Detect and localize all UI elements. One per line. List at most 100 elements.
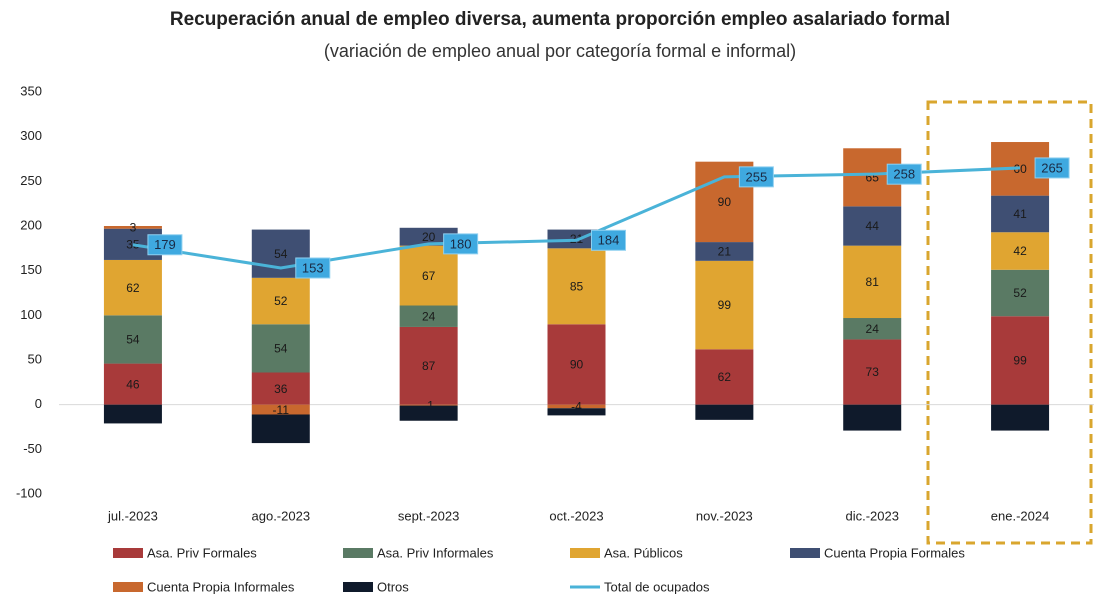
- data-label: 90: [718, 195, 732, 209]
- line-label: 258: [893, 167, 915, 182]
- legend-swatch: [343, 548, 373, 558]
- line-label: 180: [450, 236, 472, 251]
- y-tick-label: 50: [28, 351, 42, 366]
- legend-swatch: [790, 548, 820, 558]
- x-tick-label: nov.-2023: [696, 508, 753, 523]
- line-label-box: [295, 257, 331, 279]
- x-tick-label: oct.-2023: [549, 508, 603, 523]
- data-label: 62: [126, 281, 140, 295]
- bar-segment: [695, 349, 754, 405]
- line-label: 265: [1041, 160, 1063, 175]
- bar-segment: [103, 259, 162, 316]
- total-line: [132, 166, 1021, 270]
- bar-segment: [103, 363, 162, 405]
- bar-segment: [399, 404, 458, 406]
- data-label: 54: [274, 342, 288, 356]
- bar-segment: [843, 404, 902, 431]
- data-label: -4: [571, 400, 582, 414]
- data-label: 24: [422, 309, 436, 323]
- y-tick-label: 250: [20, 173, 42, 188]
- bar-segment: [399, 245, 458, 306]
- bar-segment: [251, 372, 310, 405]
- data-label: 67: [422, 269, 436, 283]
- chart-subtitle: (variación de empleo anual por categoría…: [324, 41, 796, 61]
- y-tick-label: 300: [20, 128, 42, 143]
- x-tick-label: dic.-2023: [845, 508, 898, 523]
- legend-label: Total de ocupados: [604, 579, 710, 594]
- data-label: 46: [126, 377, 140, 391]
- y-tick-label: 350: [20, 83, 42, 98]
- bar-segment: [695, 260, 754, 350]
- legend-swatch: [570, 548, 600, 558]
- line-label-box: [443, 233, 479, 255]
- legend-label: Asa. Priv Informales: [377, 545, 494, 560]
- bar-segment: [399, 326, 458, 405]
- bar-segment: [991, 404, 1050, 431]
- data-label: 36: [274, 382, 288, 396]
- legend-label: Otros: [377, 579, 409, 594]
- data-label: 44: [866, 219, 880, 233]
- legend-label: Asa. Priv Formales: [147, 545, 257, 560]
- legend-label: Cuenta Propia Informales: [147, 579, 295, 594]
- data-label: 73: [866, 365, 880, 379]
- y-tick-label: -50: [23, 441, 42, 456]
- bar-segment: [103, 404, 162, 424]
- data-label: 90: [570, 358, 584, 372]
- bar-segment: [251, 414, 310, 444]
- bar-segment: [991, 269, 1050, 317]
- bar-segment: [843, 318, 902, 340]
- y-tick-label: 0: [35, 396, 42, 411]
- bar-segment: [547, 324, 606, 405]
- bar-segment: [103, 315, 162, 364]
- y-tick-label: 200: [20, 217, 42, 232]
- bar-segment: [695, 404, 754, 420]
- line-label-box: [591, 229, 626, 251]
- data-label: 21: [718, 245, 732, 259]
- x-tick-label: sept.-2023: [398, 508, 459, 523]
- data-label: -11: [273, 403, 290, 417]
- legend-swatch: [343, 582, 373, 592]
- legend-label: Asa. Públicos: [604, 545, 683, 560]
- bar-segment: [399, 305, 458, 327]
- bar-segment: [843, 245, 902, 319]
- highlight-box: [926, 100, 1093, 545]
- line-label-box: [738, 166, 774, 188]
- bar-segment: [399, 405, 458, 421]
- data-label: 81: [866, 275, 880, 289]
- line-label-box: [886, 163, 922, 185]
- data-label: 3: [130, 221, 137, 235]
- bar-segment: [843, 206, 902, 246]
- chart-title: Recuperación anual de empleo diversa, au…: [170, 9, 950, 30]
- data-label: 42: [1013, 244, 1027, 258]
- y-tick-label: 100: [20, 307, 42, 322]
- bar-segment: [843, 339, 902, 405]
- x-tick-label: ago.-2023: [252, 508, 311, 523]
- legend-label: Cuenta Propia Formales: [824, 545, 965, 560]
- data-label: 52: [274, 294, 288, 308]
- data-label: 99: [1013, 354, 1027, 368]
- bar-segment: [547, 404, 606, 409]
- line-label: 255: [746, 169, 768, 184]
- data-label: 20: [422, 230, 436, 244]
- bar-segment: [547, 248, 606, 325]
- bar-segment: [547, 408, 606, 416]
- data-label: 54: [274, 247, 288, 261]
- line-label-box: [1034, 157, 1070, 179]
- legend-swatch: [113, 548, 143, 558]
- data-label: 99: [718, 298, 732, 312]
- legend-swatch: [113, 582, 143, 592]
- line-label: 184: [598, 233, 620, 248]
- bar-segment: [991, 232, 1050, 270]
- line-label: 179: [154, 237, 176, 252]
- y-tick-label: -100: [16, 485, 42, 500]
- data-label: 87: [422, 359, 436, 373]
- bar-segment: [695, 242, 754, 261]
- data-label: 62: [718, 370, 732, 384]
- line-label-box: [147, 234, 183, 256]
- data-label: 24: [866, 322, 880, 336]
- x-tick-label: jul.-2023: [107, 508, 158, 523]
- data-label: 41: [1013, 207, 1027, 221]
- data-label: 54: [126, 333, 140, 347]
- y-tick-label: 150: [20, 262, 42, 277]
